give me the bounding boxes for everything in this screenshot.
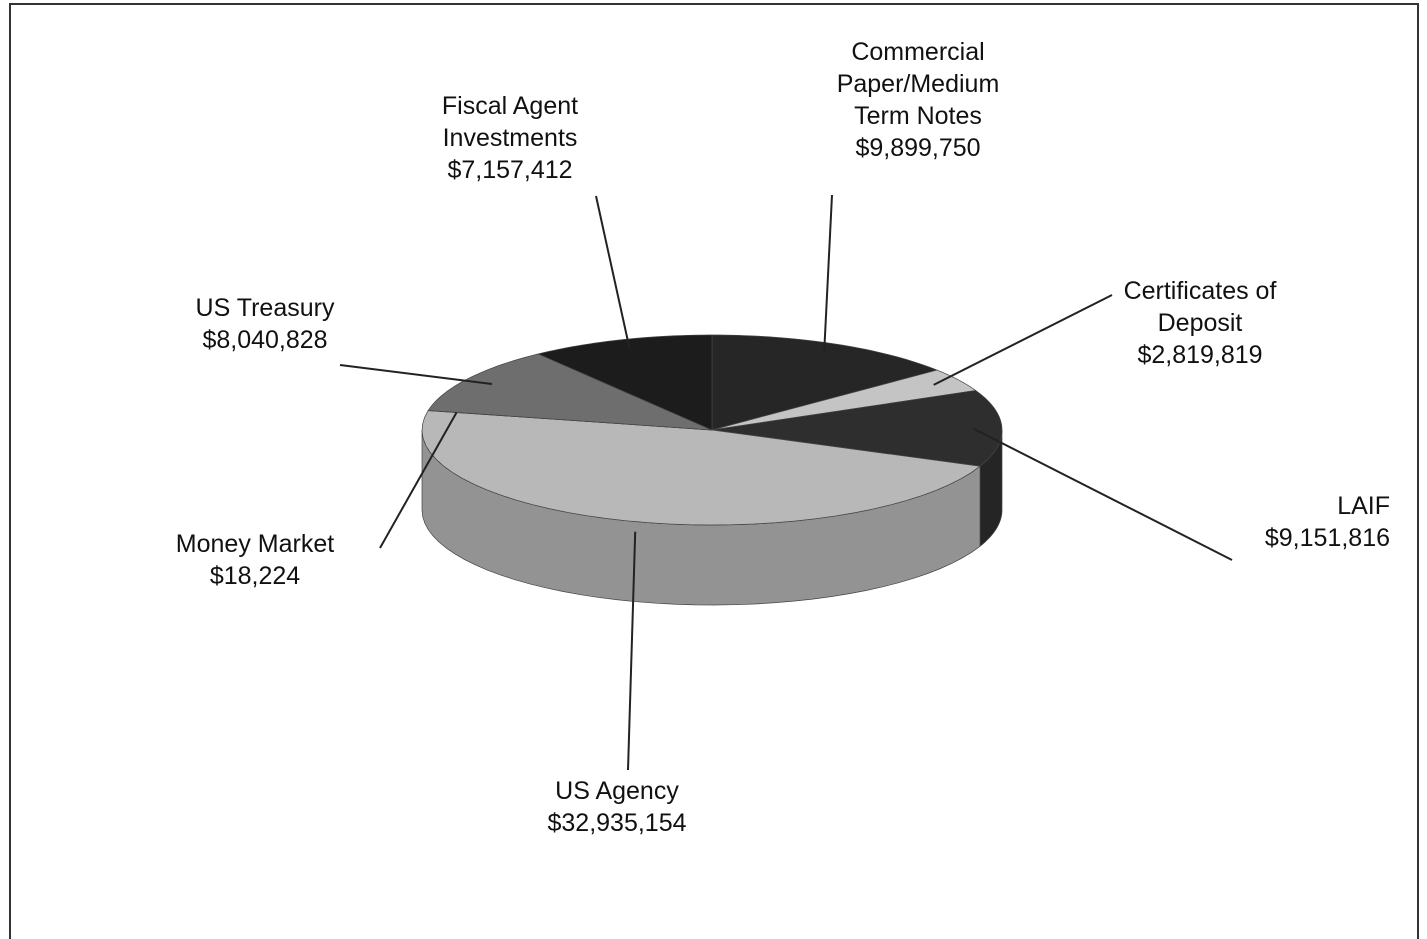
value-label: $9,899,750	[855, 134, 981, 162]
slice	[711, 390, 1003, 467]
leader-line	[933, 294, 1113, 386]
leader-line	[627, 531, 637, 771]
slice	[427, 353, 713, 431]
data-label: Commercial Paper/Medium Term Notes $9,899…	[808, 36, 1028, 164]
data-label: US Treasury $8,040,828	[155, 292, 375, 356]
slice	[421, 410, 981, 526]
value-label: $8,040,828	[202, 326, 328, 354]
data-label: LAIF $9,151,816	[1180, 490, 1390, 554]
frame	[9, 3, 1419, 939]
category-label: US Treasury	[195, 294, 335, 322]
leader-line	[595, 195, 631, 350]
value-label: $9,151,816	[1264, 524, 1390, 552]
category-label: Certificates of Deposit	[1123, 277, 1277, 337]
leader-line	[339, 364, 493, 386]
slice	[711, 369, 977, 431]
value-label: $32,935,154	[547, 809, 687, 837]
leader-line	[823, 194, 833, 353]
data-label: US Agency $32,935,154	[507, 775, 727, 839]
data-label: Certificates of Deposit $2,819,819	[1090, 275, 1310, 371]
category-label: Commercial Paper/Medium Term Notes	[836, 38, 1000, 130]
value-label: $18,224	[209, 562, 301, 590]
value-label: $2,819,819	[1137, 341, 1263, 369]
category-label: LAIF	[1337, 492, 1390, 520]
data-label: Fiscal Agent Investments $7,157,412	[400, 90, 620, 186]
slice	[711, 334, 939, 431]
leader-line	[972, 427, 1233, 561]
category-label: Money Market	[175, 530, 335, 558]
category-label: US Agency	[555, 777, 679, 805]
category-label: Fiscal Agent Investments	[441, 92, 579, 152]
leader-line	[379, 411, 458, 549]
data-label: Money Market $18,224	[140, 528, 370, 592]
slice	[537, 334, 713, 431]
value-label: $7,157,412	[447, 156, 573, 184]
